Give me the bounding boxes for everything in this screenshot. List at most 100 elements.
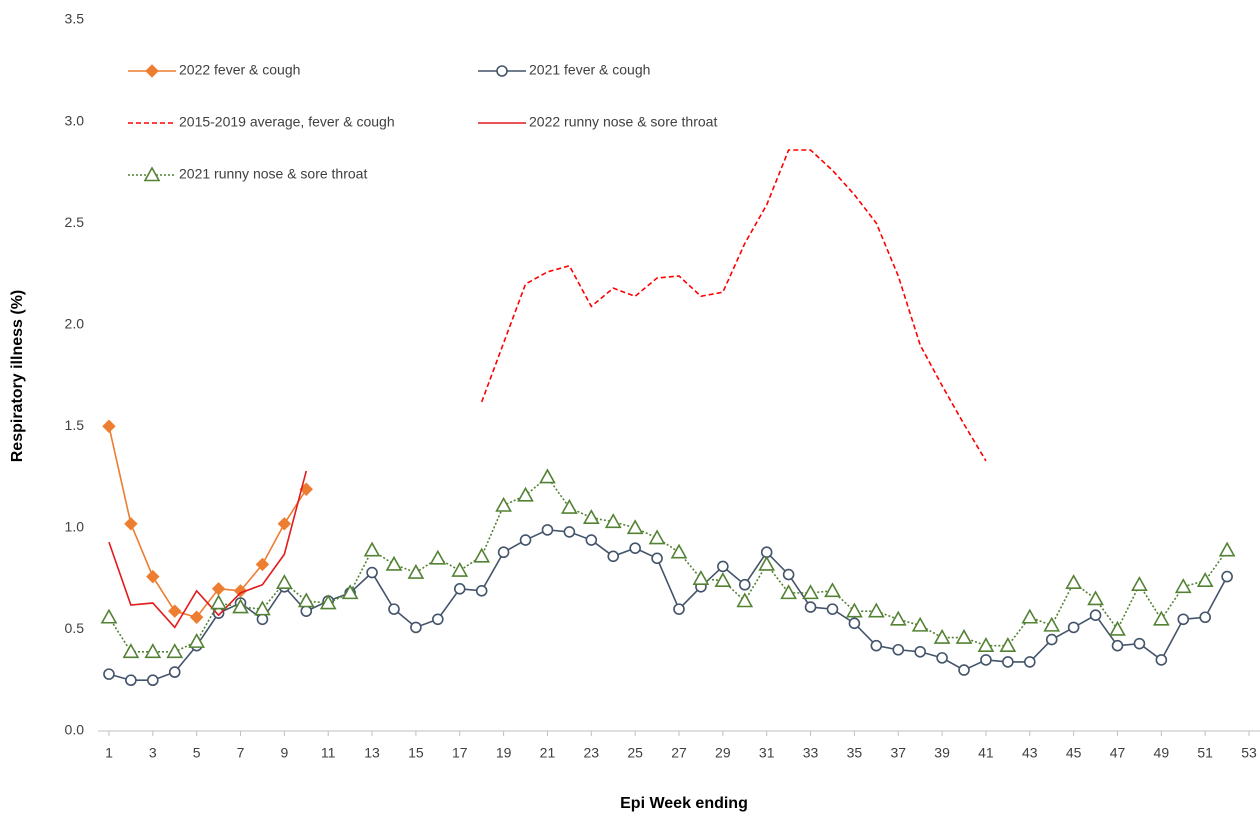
- marker: [977, 637, 995, 652]
- legend-marker: [145, 64, 159, 78]
- marker: [670, 543, 688, 559]
- marker: [102, 419, 116, 433]
- marker: [1067, 621, 1080, 634]
- marker: [1002, 656, 1014, 668]
- x-tick-label: 25: [627, 745, 643, 761]
- marker: [256, 613, 269, 626]
- legend-label: 2021 fever & cough: [529, 62, 650, 78]
- marker: [1089, 609, 1102, 622]
- marker: [933, 628, 951, 644]
- marker: [955, 628, 973, 644]
- y-tick-label: 2.0: [65, 315, 85, 331]
- marker: [673, 603, 685, 615]
- marker: [607, 550, 620, 563]
- marker: [936, 652, 948, 664]
- marker: [254, 600, 271, 616]
- marker: [867, 602, 885, 618]
- y-tick-label: 0.0: [65, 722, 85, 738]
- marker: [341, 584, 359, 600]
- x-tick-label: 15: [408, 745, 424, 761]
- x-tick-label: 43: [1022, 745, 1038, 761]
- legend-label: 2015-2019 average, fever & cough: [179, 114, 395, 130]
- x-tick-label: 21: [540, 745, 556, 761]
- marker: [429, 549, 447, 565]
- x-tick-label: 51: [1197, 745, 1213, 761]
- marker: [319, 594, 337, 610]
- marker: [125, 674, 137, 687]
- marker: [124, 517, 138, 531]
- marker: [100, 608, 118, 624]
- marker: [147, 674, 159, 687]
- marker: [255, 557, 270, 572]
- x-tick-label: 33: [803, 745, 819, 761]
- marker: [736, 592, 754, 608]
- marker: [453, 582, 466, 595]
- marker: [451, 561, 469, 577]
- marker: [495, 496, 512, 512]
- marker: [103, 668, 115, 680]
- marker: [363, 541, 381, 557]
- marker: [804, 601, 817, 613]
- marker: [275, 574, 293, 590]
- y-tick-label: 3.0: [65, 112, 85, 128]
- marker: [889, 610, 907, 626]
- marker: [1133, 637, 1146, 650]
- marker: [1065, 574, 1083, 590]
- marker: [146, 569, 160, 584]
- marker: [848, 617, 861, 630]
- y-tick-label: 0.5: [65, 620, 85, 636]
- marker: [385, 555, 403, 571]
- marker: [585, 534, 598, 546]
- marker: [911, 616, 929, 632]
- marker: [780, 584, 797, 600]
- marker: [1131, 576, 1148, 592]
- legend-marker: [143, 166, 161, 182]
- series-line: [108, 470, 308, 629]
- marker: [1218, 541, 1236, 557]
- marker: [604, 513, 622, 529]
- marker: [366, 566, 378, 579]
- x-tick-label: 37: [890, 745, 906, 761]
- legend-marker: [496, 65, 508, 77]
- legend-label: 2022 fever & cough: [179, 62, 300, 78]
- marker: [714, 572, 732, 587]
- marker: [738, 578, 751, 591]
- x-axis-title: Epi Week ending: [620, 795, 748, 812]
- marker: [388, 603, 400, 615]
- marker: [980, 654, 992, 666]
- marker: [1155, 654, 1168, 666]
- marker: [122, 643, 140, 659]
- marker: [410, 621, 422, 634]
- x-tick-label: 47: [1110, 745, 1126, 761]
- x-tick-label: 45: [1066, 745, 1082, 761]
- marker: [892, 643, 905, 656]
- x-tick-label: 31: [759, 745, 775, 761]
- x-tick-label: 17: [452, 745, 468, 761]
- marker: [1177, 613, 1190, 626]
- marker: [519, 534, 532, 546]
- marker: [277, 517, 292, 531]
- marker: [497, 546, 510, 559]
- x-tick-label: 7: [237, 745, 245, 761]
- marker: [1111, 639, 1124, 652]
- marker: [232, 598, 249, 614]
- x-tick-label: 19: [496, 745, 512, 761]
- x-tick-label: 49: [1154, 745, 1170, 761]
- marker: [1045, 633, 1058, 646]
- marker: [651, 552, 663, 565]
- marker: [563, 526, 576, 538]
- x-tick-label: 11: [321, 745, 336, 761]
- marker: [561, 498, 578, 514]
- marker: [541, 524, 554, 536]
- marker: [1174, 578, 1192, 594]
- marker: [1087, 590, 1104, 606]
- marker: [539, 468, 556, 484]
- marker: [870, 639, 883, 652]
- marker: [717, 560, 729, 573]
- marker: [826, 603, 839, 615]
- marker: [1021, 608, 1039, 624]
- x-tick-label: 53: [1241, 745, 1257, 761]
- marker: [144, 643, 162, 659]
- series-line: [480, 149, 987, 462]
